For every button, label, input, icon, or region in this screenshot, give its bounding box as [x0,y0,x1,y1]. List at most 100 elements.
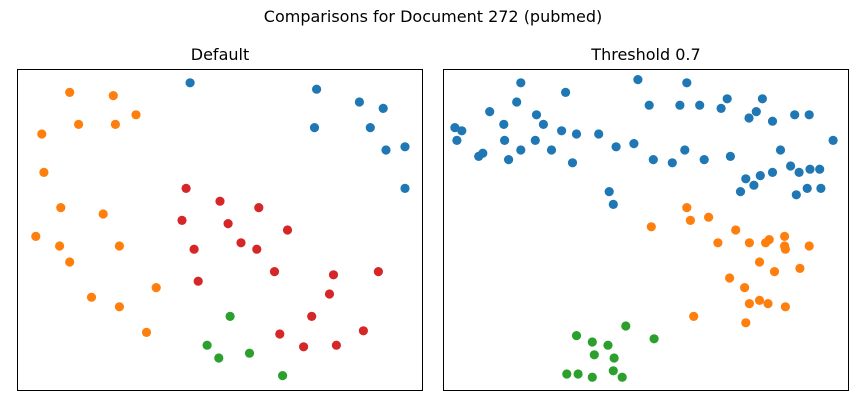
scatter-point [805,164,815,174]
scatter-point [754,295,765,305]
scatter-point [193,276,203,286]
scatter-point [744,299,755,309]
scatter-point [561,87,571,97]
scatter-point [685,215,696,225]
scatter-point [309,123,320,133]
scatter-point [37,129,47,139]
scatter-point [757,94,768,104]
scatter-point [802,183,812,193]
scatter-point [86,292,97,302]
scatter-point [252,244,262,254]
scatter-point [452,135,462,145]
scatter-point [98,209,108,219]
scatter-point [538,119,549,129]
scatter-point [621,321,631,331]
scatter-point [499,119,509,129]
scatter-point [55,241,65,251]
scatter-point [450,123,460,133]
scatter-point [744,238,755,248]
scatter-point [400,183,410,193]
scatter-point [587,337,597,347]
scatter-point [485,107,495,117]
scatter-point [816,183,826,193]
scatter-point [594,129,604,139]
scatter-point [633,75,643,85]
scatter-point [189,244,199,254]
scatter-point [299,342,309,352]
scatter-point [775,145,786,155]
scatter-point [573,369,583,379]
scatter-point [646,222,656,232]
figure-title: Comparisons for Document 272 (pubmed) [264,7,602,26]
scatter-point [780,231,790,241]
scatter-point [722,94,732,104]
scatter-point [215,196,225,206]
scatter-point [39,167,49,177]
scatter-point [604,187,614,197]
subplot-title-threshold: Threshold 0.7 [590,45,700,64]
scatter-point [629,139,639,149]
scatter-point [328,270,339,280]
scatter-point [589,350,599,360]
scatter-point [791,190,801,200]
scatter-point [617,372,627,382]
scatter-point [244,348,255,358]
scatter-point [741,174,751,184]
scatter-point [275,329,285,339]
scatter-point [761,238,771,248]
scatter-point [828,135,838,145]
scatter-point [767,167,778,177]
scatter-point [815,164,825,174]
scatter-point [516,78,526,88]
scatter-point [695,100,705,110]
scatter-point [699,155,709,165]
scatter-point [744,113,754,123]
scatter-point [108,91,118,101]
scatter-point [689,311,699,321]
scatter-point [609,353,619,363]
scatter-point [767,116,778,126]
scatter-point [131,110,141,120]
scatter-point [644,100,654,110]
scatter-point [794,167,804,177]
scatter-point [324,289,335,299]
scatter-point [562,369,572,379]
scatter-point [667,158,677,168]
scatter-point [780,302,791,312]
scatter-point [790,110,800,120]
scatter-point [307,311,317,321]
scatter-point [804,241,814,251]
scatter-point [740,283,750,293]
scatter-points-threshold [450,75,838,382]
scatter-point [680,145,690,155]
scatter-point [236,238,246,248]
scatter-point [141,327,152,337]
scatter-point [608,199,618,209]
scatter-point [704,212,714,222]
scatter-point [675,100,685,110]
scatter-point [755,171,765,181]
scatter-point [786,161,796,171]
scatter-point [608,366,618,376]
scatter-point [504,155,514,165]
scatter-point [731,225,741,235]
scatter-point [365,123,375,133]
scatter-point [571,331,582,341]
scatter-point [400,142,410,152]
scatter-point [611,142,621,152]
scatter-point [478,148,488,158]
scatter-point [725,273,735,283]
scatter-point [185,78,195,88]
scatter-point [269,267,280,277]
scatter-point [65,257,75,267]
scatter-point [114,241,124,251]
scatter-point [725,151,736,161]
scatter-point [378,103,388,113]
scatter-point [531,110,542,120]
scatter-point [804,110,814,120]
scatter-point [31,231,41,241]
scatter-point [202,340,212,350]
scatter-point [763,299,773,309]
scatter-point [682,78,692,88]
